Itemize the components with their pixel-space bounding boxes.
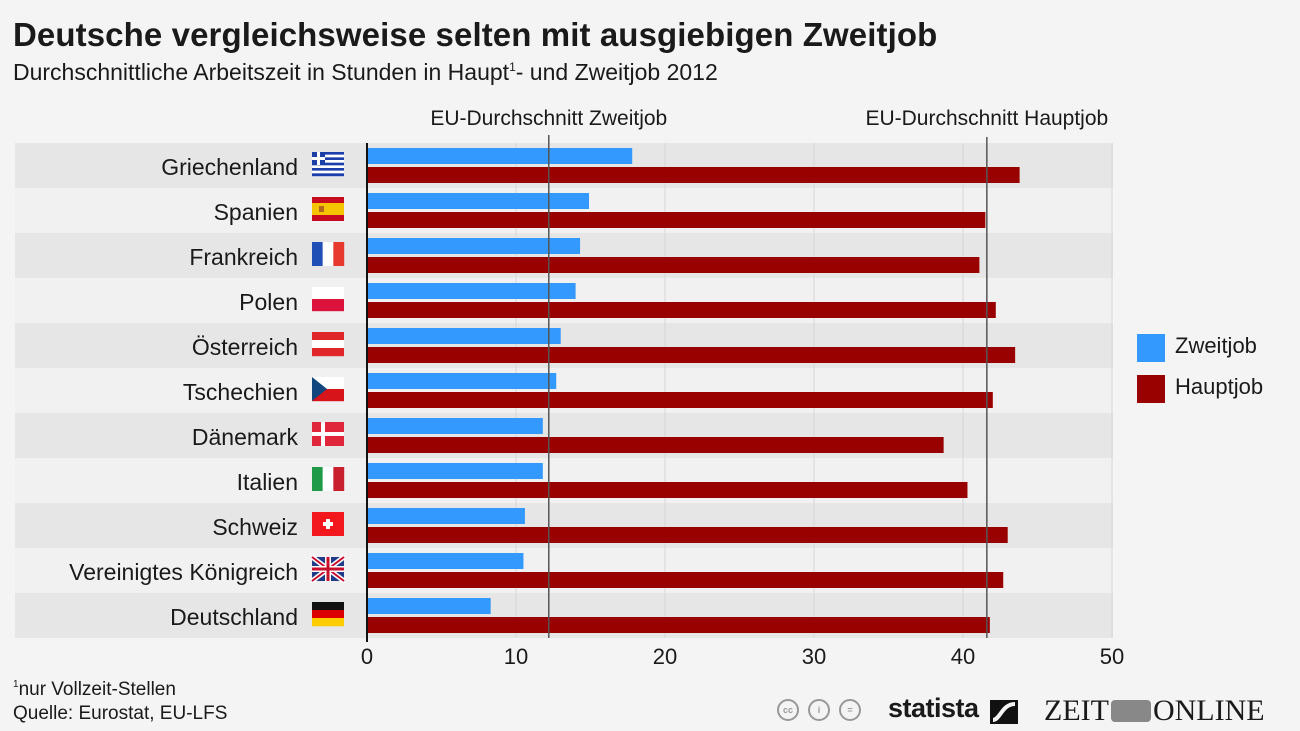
eu-zweitjob-annotation: EU-Durchschnitt Zweitjob	[430, 107, 668, 130]
source-note: Quelle: Eurostat, EU-LFS	[13, 703, 228, 724]
bar-hauptjob	[367, 572, 1004, 588]
category-label: Griechenland	[161, 154, 298, 180]
bar-zweitjob	[367, 328, 561, 344]
category-label: Österreich	[192, 334, 298, 360]
italy-flag-icon	[312, 467, 345, 491]
statista-logo[interactable]: statista	[888, 693, 979, 723]
bar-zweitjob	[367, 463, 543, 479]
germany-flag-icon	[312, 602, 344, 627]
bar-zweitjob	[367, 598, 491, 614]
bar-zweitjob	[367, 373, 557, 389]
czech-flag-icon	[312, 377, 344, 402]
x-tick-label: 50	[1100, 644, 1124, 669]
bar-hauptjob	[367, 167, 1020, 183]
category-label: Frankreich	[189, 244, 298, 270]
france-flag-icon	[312, 242, 345, 266]
spain-flag-icon	[312, 197, 344, 221]
chart-title: Deutsche vergleichsweise selten mit ausg…	[13, 16, 938, 53]
zeit-logo-right: ONLINE	[1152, 694, 1265, 727]
austria-flag-icon	[312, 332, 344, 357]
zeit-online-logo[interactable]: ZEIT ONLINE	[1044, 694, 1265, 728]
legend-swatch-hauptjob	[1137, 375, 1165, 403]
greece-flag-icon	[312, 152, 344, 177]
legend-swatch-zweitjob	[1137, 334, 1165, 362]
bar-zweitjob	[367, 193, 590, 209]
category-label: Deutschland	[170, 604, 298, 630]
eu-hauptjob-annotation: EU-Durchschnitt Hauptjob	[865, 107, 1109, 130]
bar-hauptjob	[367, 392, 993, 408]
category-label: Schweiz	[212, 514, 298, 540]
bar-hauptjob	[367, 347, 1016, 363]
bar-zweitjob	[367, 238, 581, 254]
category-label: Spanien	[214, 199, 298, 225]
footnote-marker: 1	[509, 60, 516, 74]
poland-flag-icon	[312, 287, 344, 312]
subtitle-text-end: - und Zweitjob 2012	[515, 59, 718, 85]
legend-label-zweitjob: Zweitjob	[1175, 333, 1257, 358]
subtitle-text: Durchschnittliche Arbeitszeit in Stunden…	[13, 59, 510, 85]
bar-zweitjob	[367, 508, 525, 524]
x-tick-label: 20	[653, 644, 677, 669]
bar-hauptjob	[367, 212, 986, 228]
bar-hauptjob	[367, 482, 968, 498]
legend-label-hauptjob: Hauptjob	[1175, 374, 1264, 399]
category-label: Dänemark	[192, 424, 299, 450]
bar-zweitjob	[367, 418, 543, 434]
x-tick-label: 30	[802, 644, 826, 669]
footnote-text: nur Vollzeit-Stellen	[18, 679, 176, 700]
bar-zweitjob	[367, 553, 524, 569]
switzerland-flag-icon	[312, 512, 344, 536]
bar-hauptjob	[367, 617, 990, 633]
footnote: 1nur Vollzeit-Stellen	[13, 679, 176, 701]
x-tick-label: 10	[504, 644, 528, 669]
attribution-icon[interactable]: i	[808, 699, 830, 721]
bar-hauptjob	[367, 302, 996, 318]
category-label: Vereinigtes Königreich	[69, 559, 298, 585]
uk-flag-icon	[310, 555, 346, 583]
category-label: Italien	[237, 469, 298, 495]
bar-zweitjob	[367, 148, 633, 164]
footnote-marker: 1	[13, 679, 19, 690]
x-tick-label: 40	[951, 644, 975, 669]
no-derivatives-icon[interactable]: =	[839, 699, 861, 721]
x-tick-label: 0	[361, 644, 373, 669]
zeit-logo-left: ZEIT	[1044, 694, 1109, 727]
bar-hauptjob	[367, 257, 980, 273]
bar-zweitjob	[367, 283, 576, 299]
category-label: Polen	[239, 289, 298, 315]
category-label: Tschechien	[183, 379, 298, 405]
zeit-crest-icon	[1110, 700, 1151, 722]
statista-logo-icon	[990, 700, 1018, 724]
chart-subtitle: Durchschnittliche Arbeitszeit in Stunden…	[13, 59, 718, 86]
denmark-flag-icon	[312, 422, 344, 446]
bar-hauptjob	[367, 437, 944, 453]
cc-icon[interactable]: cc	[777, 699, 799, 721]
bar-hauptjob	[367, 527, 1008, 543]
